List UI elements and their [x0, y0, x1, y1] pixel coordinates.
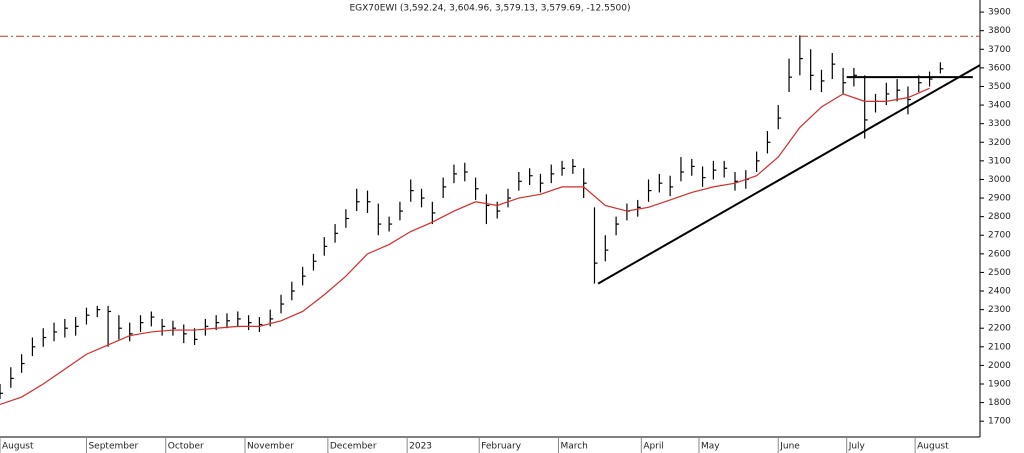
- y-tick-label: 3700: [988, 45, 1011, 55]
- y-tick-label: 3600: [988, 63, 1011, 73]
- x-tick-label: June: [779, 442, 800, 452]
- y-tick-label: 1900: [988, 380, 1011, 390]
- x-tick-label: July: [848, 442, 866, 452]
- trend-line: [597, 64, 981, 285]
- y-tick-label: 2500: [988, 268, 1011, 278]
- x-tick-label: December: [330, 442, 377, 452]
- x-tick-label: August: [2, 442, 34, 452]
- y-tick-label: 3800: [988, 26, 1011, 36]
- y-tick-label: 3000: [988, 175, 1011, 185]
- x-tick-label: February: [481, 442, 522, 452]
- y-tick-label: 2400: [988, 287, 1011, 297]
- x-tick-label: April: [643, 442, 664, 452]
- y-tick-label: 2700: [988, 231, 1011, 241]
- y-tick-label: 1700: [988, 417, 1011, 427]
- moving-average: [0, 87, 930, 406]
- y-tick-label: 3400: [988, 101, 1011, 111]
- y-tick-label: 3100: [988, 156, 1011, 166]
- x-tick-label: October: [168, 442, 204, 452]
- y-tick-label: 2800: [988, 212, 1011, 222]
- y-tick-label: 3500: [988, 82, 1011, 92]
- y-tick-label: 2200: [988, 324, 1011, 334]
- chart-title: EGX70EWI (3,592.24, 3,604.96, 3,579.13, …: [349, 4, 630, 14]
- y-tick-label: 2100: [988, 342, 1011, 352]
- x-tick-label: November: [247, 442, 294, 452]
- x-tick-label: September: [88, 442, 138, 452]
- y-tick-label: 3900: [988, 8, 1011, 18]
- x-tick-label: March: [560, 442, 587, 452]
- y-tick-label: 2900: [988, 194, 1011, 204]
- y-tick-label: 3200: [988, 138, 1011, 148]
- y-tick-label: 2300: [988, 305, 1011, 315]
- y-tick-label: 2000: [988, 361, 1011, 371]
- y-tick-label: 2600: [988, 249, 1011, 259]
- y-tick-label: 1800: [988, 398, 1011, 408]
- x-tick-label: 2023: [409, 442, 432, 452]
- x-tick-label: May: [701, 442, 720, 452]
- x-tick-label: August: [917, 442, 949, 452]
- y-tick-label: 3300: [988, 119, 1011, 129]
